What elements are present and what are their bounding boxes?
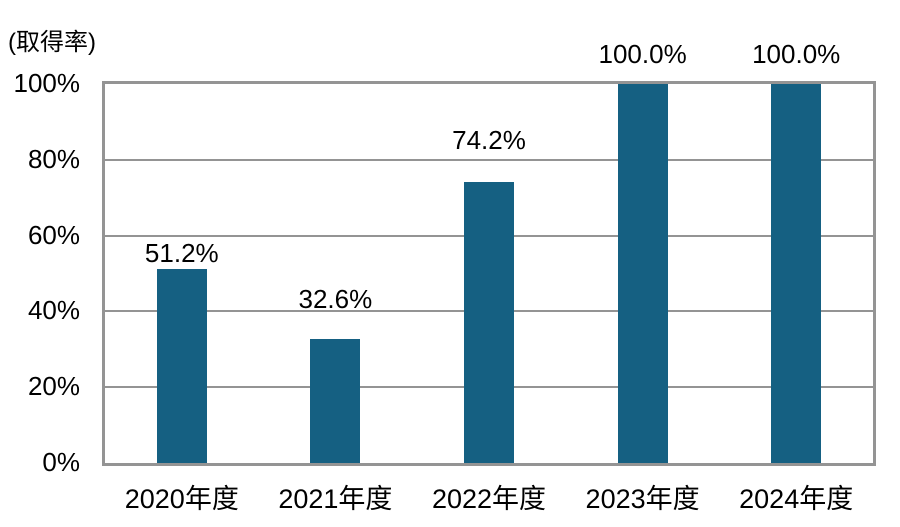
bar-data-label: 32.6% — [298, 284, 373, 315]
y-tick-label: 100% — [13, 68, 81, 98]
bar — [617, 84, 668, 463]
x-tick-label: 2022年度 — [431, 484, 547, 514]
x-tick-label: 2020年度 — [124, 484, 239, 514]
x-tick-label: 2024年度 — [739, 484, 854, 514]
y-tick-label: 80% — [27, 143, 80, 174]
x-tick-label: 2021年度 — [278, 484, 393, 514]
bar — [310, 339, 361, 463]
y-tick-label: 40% — [27, 295, 80, 326]
bar-data-label: 100.0% — [598, 39, 687, 69]
bar — [156, 268, 207, 463]
bar — [464, 181, 514, 463]
bar-data-label: 74.2% — [452, 124, 526, 155]
y-tick-label: 20% — [27, 371, 80, 402]
bar-data-label: 51.2% — [144, 237, 219, 268]
x-tick-label: 2023年度 — [585, 484, 700, 514]
plot-area — [102, 81, 876, 466]
bar — [771, 84, 822, 463]
y-axis-unit-label: (取得率) — [8, 29, 96, 56]
gridline — [105, 158, 873, 161]
y-tick-label: 0% — [42, 447, 80, 477]
bar-data-label: 100.0% — [752, 39, 841, 69]
y-tick-label: 60% — [27, 219, 80, 250]
